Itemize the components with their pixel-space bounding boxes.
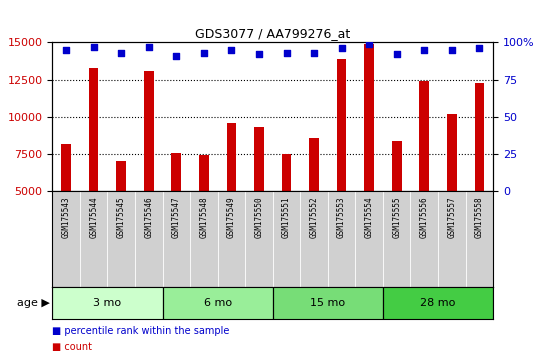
Text: GSM175549: GSM175549 [227,196,236,238]
Text: GSM175543: GSM175543 [62,196,71,238]
Bar [254,127,264,191]
Bar [171,153,181,191]
Bar [52,287,163,319]
Text: GSM175545: GSM175545 [117,196,126,238]
Title: GDS3077 / AA799276_at: GDS3077 / AA799276_at [195,27,350,40]
Point [282,50,291,56]
Point [117,50,126,56]
Bar [163,287,273,319]
Text: GSM175544: GSM175544 [89,196,98,238]
Bar [447,114,457,191]
Bar [364,44,374,191]
Text: GSM175555: GSM175555 [392,196,401,238]
Text: 3 mo: 3 mo [93,298,122,308]
Text: GSM175548: GSM175548 [199,196,208,238]
Text: GSM175556: GSM175556 [420,196,429,238]
Point [392,52,401,57]
Bar [89,68,99,191]
Bar [116,161,126,191]
Point [255,52,263,57]
Bar [309,138,319,191]
Bar [383,287,493,319]
Point [144,44,153,50]
Text: ■ percentile rank within the sample: ■ percentile rank within the sample [52,326,230,336]
Text: GSM175553: GSM175553 [337,196,346,238]
Bar [199,155,209,191]
Text: ■ count: ■ count [52,342,93,352]
Text: 15 mo: 15 mo [310,298,345,308]
Point [447,47,456,53]
Bar [226,123,236,191]
Point [89,44,98,50]
Text: GSM175558: GSM175558 [475,196,484,238]
Text: GSM175557: GSM175557 [447,196,456,238]
Text: GSM175551: GSM175551 [282,196,291,238]
Point [172,53,181,59]
Point [199,50,208,56]
Bar [392,141,402,191]
Bar [474,82,484,191]
Bar [337,59,347,191]
Text: GSM175554: GSM175554 [365,196,374,238]
Text: 6 mo: 6 mo [203,298,232,308]
Bar [419,81,429,191]
Point [62,47,71,53]
Bar [282,154,291,191]
Text: 28 mo: 28 mo [420,298,456,308]
Point [365,41,374,47]
Point [310,50,318,56]
Bar [61,144,71,191]
Point [475,46,484,51]
Text: GSM175546: GSM175546 [144,196,153,238]
Bar [144,71,154,191]
Point [420,47,429,53]
Point [337,46,346,51]
Bar [273,287,383,319]
Text: GSM175547: GSM175547 [172,196,181,238]
Point [227,47,236,53]
Text: age ▶: age ▶ [17,298,50,308]
Text: GSM175550: GSM175550 [255,196,263,238]
Text: GSM175552: GSM175552 [310,196,318,238]
